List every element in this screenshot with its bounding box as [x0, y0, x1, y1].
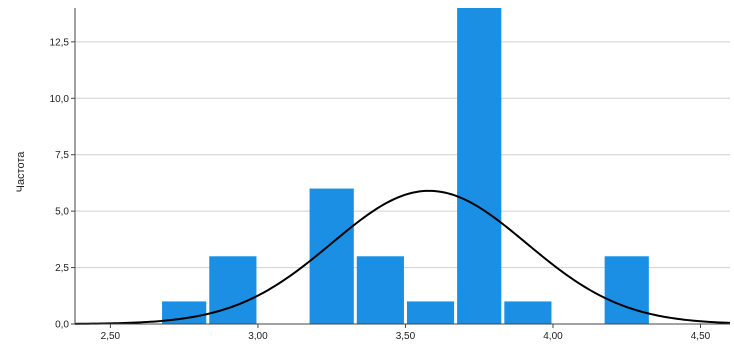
histogram-bar: [457, 8, 502, 324]
histogram-bar: [356, 256, 404, 324]
normal-curve-line: [74, 189, 731, 325]
axes: [71, 8, 730, 328]
y-tick-label: 12,5: [50, 37, 70, 48]
histogram-bar: [604, 256, 649, 324]
x-tick-label: 4,00: [543, 331, 563, 342]
x-tick-label: 4,50: [691, 331, 711, 342]
x-tick-labels: 2,50 3,00 3,50 4,00 4,50: [101, 331, 711, 342]
y-tick-label: 0,0: [55, 320, 69, 331]
histogram-bars: [162, 8, 649, 324]
grid-lines: [75, 41, 730, 269]
normal-curve: [74, 189, 731, 325]
y-tick-label: 10,0: [50, 94, 70, 105]
x-tick-label: 3,00: [248, 331, 268, 342]
x-tick-label: 2,50: [101, 331, 121, 342]
x-tick-label: 3,50: [396, 331, 416, 342]
y-tick-label: 2,5: [55, 263, 69, 274]
histogram-bar: [209, 256, 257, 324]
histogram-bar: [162, 301, 207, 324]
y-tick-labels: 0,0 2,5 5,0 7,5 10,0 12,5: [50, 37, 70, 330]
y-axis-label: Частота: [15, 151, 27, 193]
y-tick-label: 7,5: [55, 150, 69, 161]
histogram-bar: [504, 301, 552, 324]
histogram-bar: [406, 301, 455, 324]
y-tick-label: 5,0: [55, 207, 69, 218]
